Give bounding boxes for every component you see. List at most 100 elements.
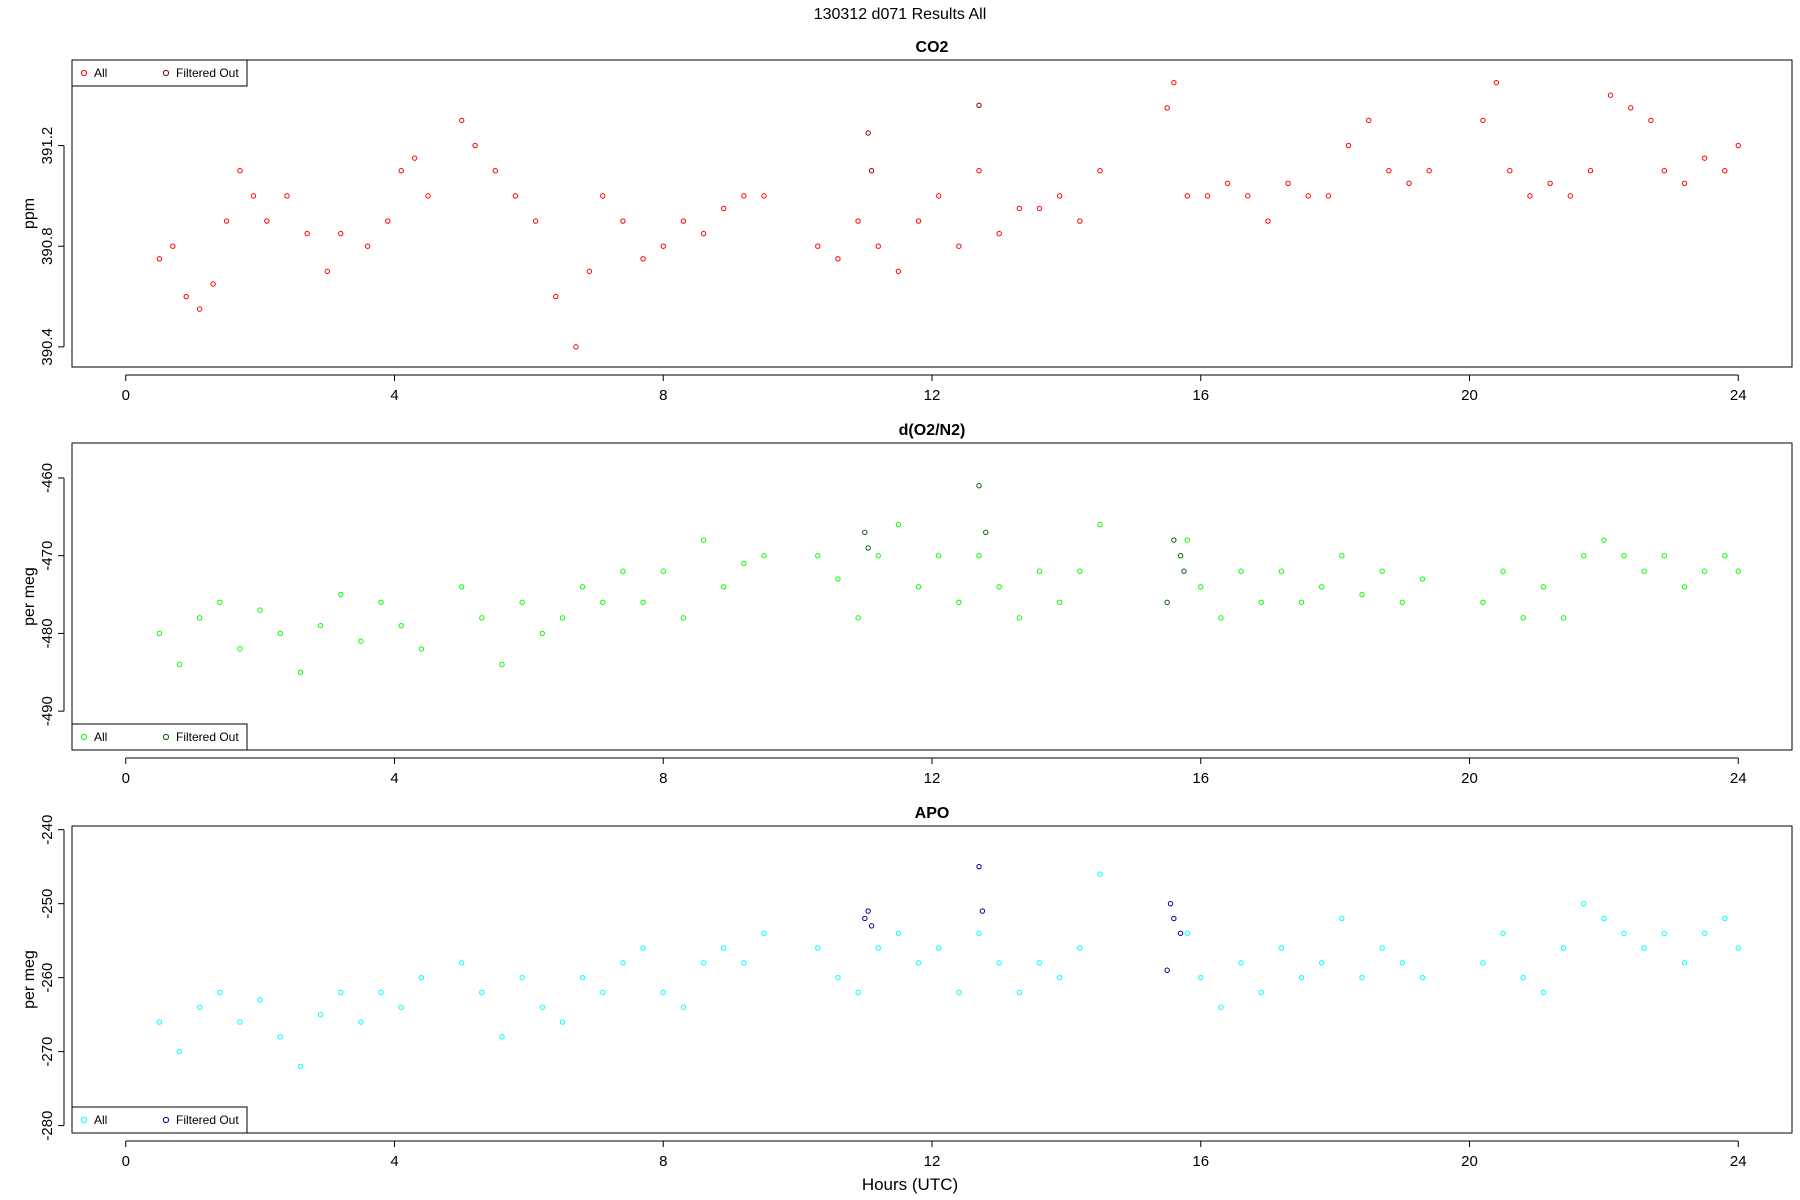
data-point — [1681, 960, 1688, 966]
data-point — [257, 997, 263, 1003]
x-tick-label: 20 — [1461, 387, 1478, 404]
data-point — [1016, 989, 1023, 996]
data-point — [1278, 945, 1285, 951]
y-tick-label: -260 — [39, 963, 56, 993]
data-point — [559, 615, 566, 621]
legend-marker — [162, 733, 170, 741]
data-point — [492, 168, 498, 174]
data-point — [1661, 930, 1668, 936]
data-point — [1648, 117, 1654, 124]
data-point — [277, 630, 283, 637]
data-point — [398, 622, 404, 629]
data-point — [868, 168, 875, 174]
data-point — [317, 622, 324, 629]
data-point — [855, 989, 861, 996]
y-tick-label: -490 — [39, 696, 56, 726]
data-point — [956, 599, 962, 606]
panel-title: CO2 — [916, 39, 949, 56]
data-point — [1164, 599, 1170, 606]
data-point — [176, 1048, 183, 1055]
data-point — [1318, 960, 1325, 966]
data-point — [358, 638, 364, 644]
data-point — [1520, 615, 1526, 621]
data-point — [559, 1019, 566, 1025]
data-point — [721, 205, 727, 212]
data-point — [660, 568, 666, 574]
y-tick-label: -270 — [39, 1037, 56, 1067]
x-tick-label: 16 — [1192, 1153, 1209, 1170]
data-point — [1722, 915, 1728, 922]
panel-title: d(O2/N2) — [899, 422, 966, 439]
data-point — [1016, 205, 1023, 212]
data-point — [1184, 193, 1191, 199]
data-point — [862, 915, 868, 922]
data-point — [358, 1019, 364, 1025]
y-tick-label: -460 — [39, 463, 56, 493]
data-point — [1628, 105, 1634, 111]
data-point — [1661, 552, 1668, 559]
legend-box — [71, 723, 248, 751]
data-point — [210, 281, 216, 287]
data-point — [1298, 599, 1305, 606]
data-point — [1601, 537, 1607, 543]
legend-box — [71, 1106, 248, 1134]
data-point — [1540, 584, 1547, 590]
data-point — [1245, 193, 1251, 199]
data-point — [996, 960, 1002, 966]
data-point — [156, 256, 163, 262]
data-point — [1298, 974, 1305, 981]
data-point — [539, 630, 546, 637]
data-point — [1621, 552, 1627, 559]
data-point — [1184, 537, 1191, 543]
data-point — [865, 130, 871, 136]
data-point — [640, 945, 646, 951]
y-tick-label: -250 — [39, 889, 56, 919]
x-tick-label: 24 — [1730, 770, 1747, 787]
data-point — [170, 243, 176, 249]
plot-frame — [71, 442, 1793, 751]
data-point — [1527, 193, 1533, 199]
x-tick-label: 24 — [1730, 387, 1747, 404]
data-point — [620, 218, 626, 224]
series-all — [156, 79, 1741, 350]
data-point — [1500, 568, 1506, 574]
data-point — [499, 1034, 505, 1040]
data-point — [1077, 218, 1083, 224]
data-point — [183, 293, 189, 300]
data-point — [680, 615, 687, 621]
data-point — [1480, 599, 1486, 606]
data-point — [1567, 193, 1573, 199]
data-point — [1520, 974, 1526, 981]
data-point — [1036, 960, 1043, 966]
data-point — [512, 193, 519, 199]
data-point — [1607, 92, 1614, 98]
data-point — [1560, 945, 1567, 951]
data-point — [600, 599, 606, 606]
data-point — [217, 989, 223, 996]
legend-marker — [80, 733, 88, 741]
data-point — [660, 989, 666, 996]
panels: CO2 ppm 0 4 8 12 16 20 24 390.4 390.8 391.2 All Filte… — [21, 39, 1793, 1170]
data-point — [1735, 945, 1741, 951]
data-point — [700, 537, 707, 543]
data-point — [1325, 193, 1332, 199]
data-point — [411, 155, 418, 161]
data-point — [304, 230, 310, 237]
data-point — [915, 584, 922, 590]
data-point — [284, 193, 290, 199]
data-point — [868, 923, 875, 929]
data-point — [237, 168, 243, 174]
data-point — [815, 945, 821, 951]
data-point — [1493, 79, 1500, 86]
x-tick-label: 12 — [924, 770, 941, 787]
data-point — [1318, 584, 1325, 590]
data-point — [1345, 142, 1352, 149]
data-point — [855, 218, 861, 224]
data-point — [458, 117, 465, 124]
data-point — [996, 584, 1002, 590]
data-point — [364, 243, 371, 249]
legend: All Filtered Out — [71, 59, 248, 87]
data-point — [956, 989, 962, 996]
legend-box — [71, 59, 248, 87]
